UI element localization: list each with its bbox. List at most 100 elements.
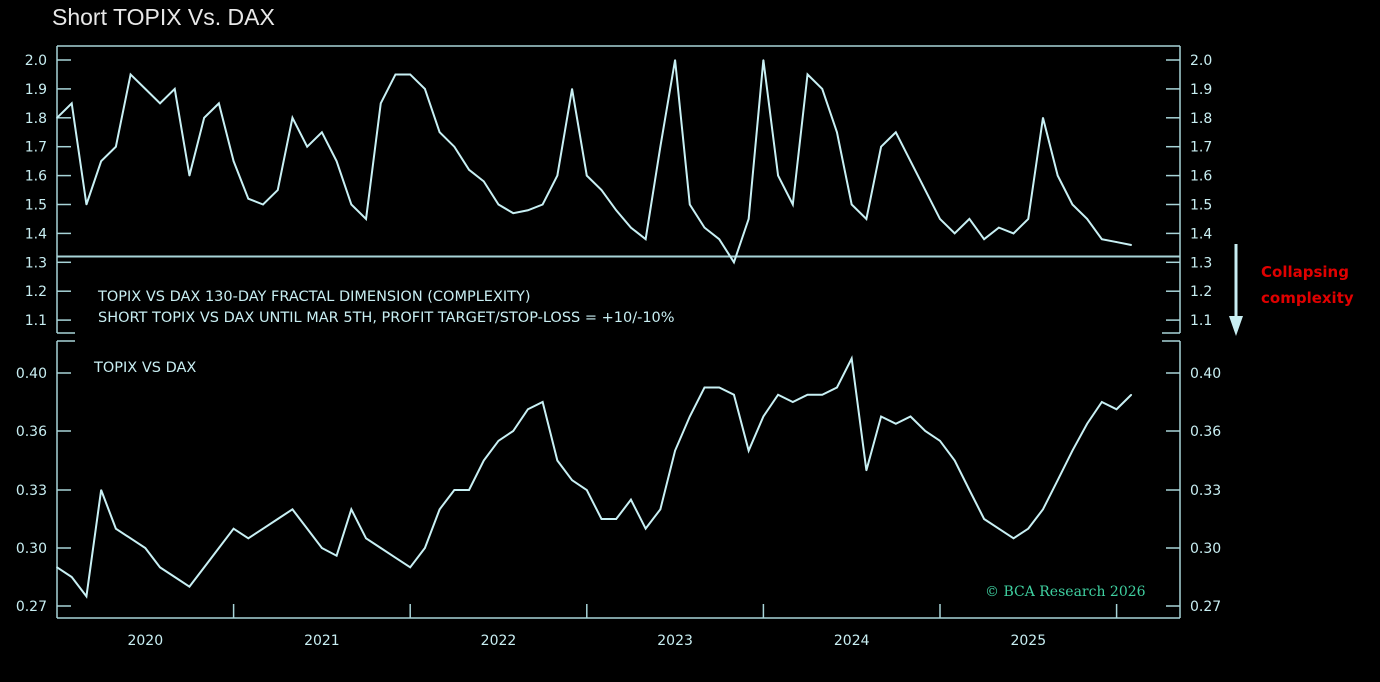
topix-dax-point [232, 527, 235, 530]
topix-dax-point [1130, 393, 1133, 396]
fractal-point [806, 73, 809, 76]
topix-dax-point [836, 386, 838, 389]
annotation-line-2: complexity [1261, 289, 1354, 307]
fractal-point [335, 160, 338, 162]
topix-dax-point [100, 489, 102, 491]
y-tick-label-right: 1.3 [1190, 255, 1212, 271]
fractal-point [924, 189, 927, 191]
fractal-point [762, 59, 765, 61]
x-tick-label: 2024 [834, 633, 870, 649]
y-tick-label-left: 0.36 [16, 424, 47, 440]
topix-dax-point [644, 527, 647, 530]
topix-dax-point [56, 566, 58, 569]
topix-dax-point [321, 547, 323, 549]
topix-dax-point [1056, 479, 1059, 481]
fractal-point [70, 102, 73, 105]
fractal-point [895, 131, 897, 134]
topix-dax-point [571, 479, 573, 481]
fractal-point [203, 117, 205, 119]
fractal-point [438, 131, 441, 134]
fractal-point [585, 174, 588, 177]
topix-dax-point [1027, 527, 1030, 530]
topix-dax-point [659, 508, 662, 511]
fractal-point [482, 180, 485, 183]
y-tick-label-left: 1.7 [25, 140, 47, 156]
topix-dax-point [218, 547, 220, 549]
top-panel-title: TOPIX VS DAX 130-DAY FRACTAL DIMENSION (… [97, 289, 531, 305]
topix-dax-point [1071, 449, 1074, 452]
topix-dax-point [1012, 537, 1015, 540]
y-tick-label-right: 0.27 [1190, 599, 1221, 615]
fractal-point [321, 131, 323, 134]
fractal-point [1115, 241, 1118, 243]
y-tick-label-left: 0.40 [16, 366, 47, 382]
fractal-point [291, 117, 294, 119]
credit-text: © BCA Research 2026 [985, 584, 1146, 600]
topix-dax-point [129, 537, 132, 540]
fractal-point [365, 218, 367, 220]
topix-dax-point [777, 393, 779, 396]
topix-dax-point [880, 415, 882, 418]
fractal-point [173, 88, 176, 90]
y-tick-label-right: 2.0 [1190, 53, 1212, 69]
topix-dax-point [482, 459, 485, 462]
topix-dax-point [468, 489, 470, 491]
topix-dax-point [1101, 401, 1103, 403]
fractal-point [527, 209, 529, 212]
x-tick-label: 2023 [657, 633, 693, 649]
topix-dax-point [600, 518, 603, 520]
topix-dax-point [335, 554, 338, 557]
topix-dax-point [409, 566, 411, 569]
fractal-point [865, 218, 868, 220]
fractal-point [939, 218, 941, 220]
y-tick-label-left: 1.4 [25, 226, 47, 242]
y-tick-label-left: 1.3 [25, 255, 47, 271]
topix-dax-point [983, 518, 985, 520]
topix-dax-point [865, 469, 868, 472]
fractal-point [1101, 238, 1103, 240]
chart-title: Short TOPIX Vs. DAX [52, 4, 275, 30]
topix-dax-point [1115, 408, 1118, 411]
topix-dax-point [291, 508, 294, 511]
fractal-point [512, 212, 514, 214]
topix-dax-point [188, 585, 191, 588]
topix-dax-point [70, 576, 73, 578]
fractal-point [909, 160, 912, 162]
bottom-panel-title: TOPIX VS DAX [93, 360, 196, 376]
x-tick-label: 2020 [127, 633, 163, 649]
fractal-point [674, 59, 676, 61]
fractal-point [218, 102, 220, 105]
topix-dax-point [924, 430, 927, 432]
x-tick-label: 2025 [1010, 633, 1046, 649]
fractal-point [144, 88, 147, 90]
y-tick-label-left: 1.8 [25, 111, 47, 127]
fractal-point [424, 88, 426, 90]
fractal-point [850, 203, 853, 206]
fractal-point [953, 232, 956, 235]
topix-dax-point [968, 489, 971, 491]
fractal-point [688, 203, 691, 206]
y-tick-label-left: 0.33 [16, 483, 47, 499]
topix-dax-point [762, 415, 765, 418]
x-tick-label: 2022 [481, 633, 517, 649]
fractal-point [571, 88, 573, 90]
topix-dax-point [718, 386, 721, 389]
fractal-point [453, 145, 456, 148]
fractal-point [747, 218, 750, 220]
fractal-point [630, 226, 632, 229]
topix-dax-point [821, 393, 824, 396]
topix-dax-point [350, 508, 353, 511]
fractal-point [1027, 218, 1030, 220]
fractal-point [792, 203, 794, 206]
fractal-point [159, 102, 161, 105]
topix-dax-point [453, 489, 456, 491]
topix-dax-point [733, 393, 735, 396]
y-tick-label-left: 1.6 [25, 169, 47, 185]
fractal-point [115, 145, 117, 148]
fractal-point [703, 226, 706, 229]
fractal-point [247, 197, 250, 200]
topix-dax-point [203, 566, 205, 569]
topix-dax-point [953, 459, 956, 462]
topix-dax-point [1086, 422, 1088, 425]
fractal-point [777, 174, 779, 177]
